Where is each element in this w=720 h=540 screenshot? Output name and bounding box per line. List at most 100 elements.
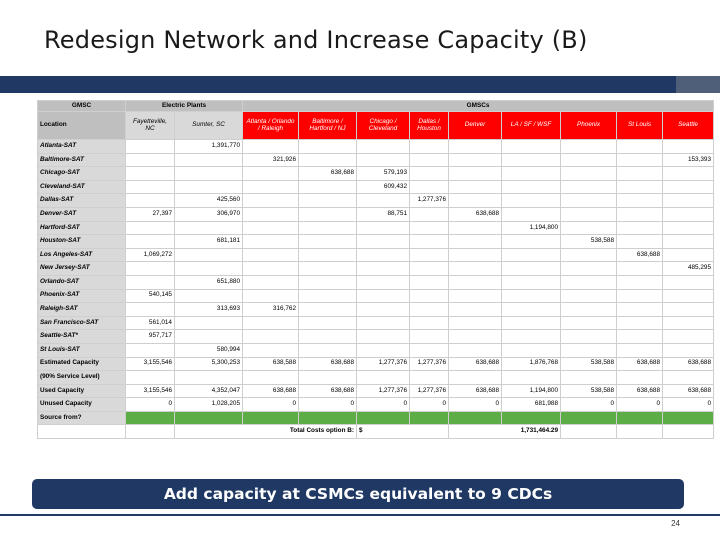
table-cell [616, 274, 664, 290]
table-row: Atlanta-SAT 1,391,770 [37, 139, 715, 154]
electric-plants-header: Electric Plants [124, 100, 244, 112]
table-cell [662, 179, 715, 195]
table-cell [560, 220, 618, 236]
table-cell: 638,688 [448, 383, 503, 399]
table-cell [356, 261, 411, 276]
table-cell [409, 274, 450, 290]
table-cell [242, 139, 300, 154]
table-cell [616, 410, 664, 426]
table-cell [125, 193, 175, 208]
table-cell: 638,588 [242, 356, 300, 372]
table-cell [125, 166, 175, 181]
table-cell [356, 410, 411, 426]
table-cell [125, 139, 175, 154]
table-cell: 638,688 [448, 356, 503, 372]
page-number: 24 [671, 519, 680, 528]
table-cell [173, 315, 244, 331]
table-cell [298, 261, 358, 276]
table-cell [356, 220, 411, 236]
table-cell [448, 234, 503, 249]
table-cell [448, 329, 503, 344]
table-cell [298, 315, 358, 331]
total-costs-currency: $ [356, 424, 450, 440]
table-cell [409, 139, 450, 154]
table-cell: 580,994 [173, 342, 244, 358]
table-cell [560, 342, 618, 358]
total-costs-value: 1,731,464.29 [448, 424, 562, 440]
table-cell: 88,751 [356, 206, 411, 222]
gmsc-column-header: Denver [448, 111, 503, 140]
row-label: Atlanta-SAT [37, 139, 126, 154]
table-cell [501, 329, 562, 344]
table-row: Dallas-SAT 425,560 1,277,376 [37, 193, 715, 208]
table-cell: 1,277,376 [409, 383, 450, 399]
table-cell [409, 234, 450, 249]
table-cell [616, 342, 664, 358]
table-cell: 538,588 [560, 356, 618, 372]
table-cell [173, 179, 244, 195]
estimated-capacity-row-label: Estimated Capacity [37, 356, 126, 372]
electric-plant-column-header: Sumter, SC [173, 111, 244, 140]
table-cell: 651,880 [173, 274, 244, 290]
table-cell [662, 424, 715, 440]
table-cell [173, 166, 244, 181]
table-cell: 1,277,376 [356, 383, 411, 399]
table-cell [356, 139, 411, 154]
table-cell [448, 152, 503, 168]
table-cell [560, 288, 618, 304]
table-cell [560, 370, 618, 385]
table-cell [560, 166, 618, 181]
used-capacity-row-label: Used Capacity [37, 383, 126, 399]
table-cell [616, 329, 664, 344]
table-cell [298, 247, 358, 263]
table-cell [356, 302, 411, 317]
table-cell [616, 152, 664, 168]
gmsc-column-header: Phoenix [560, 111, 618, 140]
location-column-header: Location [37, 111, 126, 140]
table-cell [448, 261, 503, 276]
table-cell [560, 179, 618, 195]
table-cell [448, 315, 503, 331]
table-cell [662, 342, 715, 358]
table-cell: 681,988 [501, 397, 562, 412]
table-cell: 485,295 [662, 261, 715, 276]
table-cell: 27,397 [125, 206, 175, 222]
table-cell [616, 193, 664, 208]
table-cell: 3,155,546 [125, 356, 175, 372]
table-cell [448, 220, 503, 236]
table-cell [173, 152, 244, 168]
table-cell: 313,693 [173, 302, 244, 317]
table-cell [173, 410, 244, 426]
title-divider-accent [676, 76, 720, 93]
table-cell [501, 234, 562, 249]
estimated-capacity-row: Estimated Capacity 3,155,546 5,300,253 638,… [37, 356, 715, 372]
table-cell: 681,181 [173, 234, 244, 249]
table-cell [173, 247, 244, 263]
table-cell [616, 315, 664, 331]
row-label: Raleigh-SAT [37, 302, 126, 317]
table-row: Baltimore-SAT 321,926 153,393 [37, 152, 715, 168]
table-cell: 1,028,205 [173, 397, 244, 412]
table-row: Seattle-SAT* 957,717 [37, 329, 715, 344]
table-cell [409, 342, 450, 358]
table-row: New Jersey-SAT 485,295 [37, 261, 715, 276]
table-cell [560, 274, 618, 290]
table-cell [662, 288, 715, 304]
table-cell [125, 342, 175, 358]
table-cell [616, 179, 664, 195]
table-cell [501, 139, 562, 154]
table-cell: 316,762 [242, 302, 300, 317]
row-label: St Louis-SAT [37, 342, 126, 358]
table-cell [298, 302, 358, 317]
table-cell [501, 261, 562, 276]
table-cell [298, 139, 358, 154]
table-cell [616, 220, 664, 236]
table-cell [242, 288, 300, 304]
table-cell [448, 166, 503, 181]
table-cell [560, 152, 618, 168]
table-cell: 638,688 [616, 383, 664, 399]
table-cell: 1,069,272 [125, 247, 175, 263]
table-cell [356, 315, 411, 331]
table-cell [356, 288, 411, 304]
table-cell [298, 329, 358, 344]
